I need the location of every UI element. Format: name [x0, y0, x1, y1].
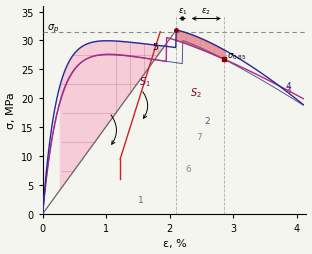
Text: $\sigma_p$: $\sigma_p$ [47, 23, 59, 35]
Text: $\sigma_{0.85}$: $\sigma_{0.85}$ [227, 52, 246, 62]
Text: $\varepsilon_2$: $\varepsilon_2$ [202, 6, 211, 17]
Text: 2: 2 [205, 116, 210, 125]
Text: 3: 3 [285, 86, 291, 95]
Y-axis label: σ, MPa: σ, MPa [6, 92, 16, 129]
Text: 4: 4 [285, 81, 291, 90]
Text: $\varepsilon_1$: $\varepsilon_1$ [178, 6, 187, 17]
Text: 1: 1 [138, 196, 144, 204]
Text: $S_1$: $S_1$ [139, 74, 151, 88]
Text: 7: 7 [197, 132, 202, 141]
Text: $S_2$: $S_2$ [190, 86, 202, 100]
Text: 6: 6 [186, 164, 192, 173]
Text: 5: 5 [152, 43, 158, 52]
X-axis label: ε, %: ε, % [163, 239, 186, 248]
